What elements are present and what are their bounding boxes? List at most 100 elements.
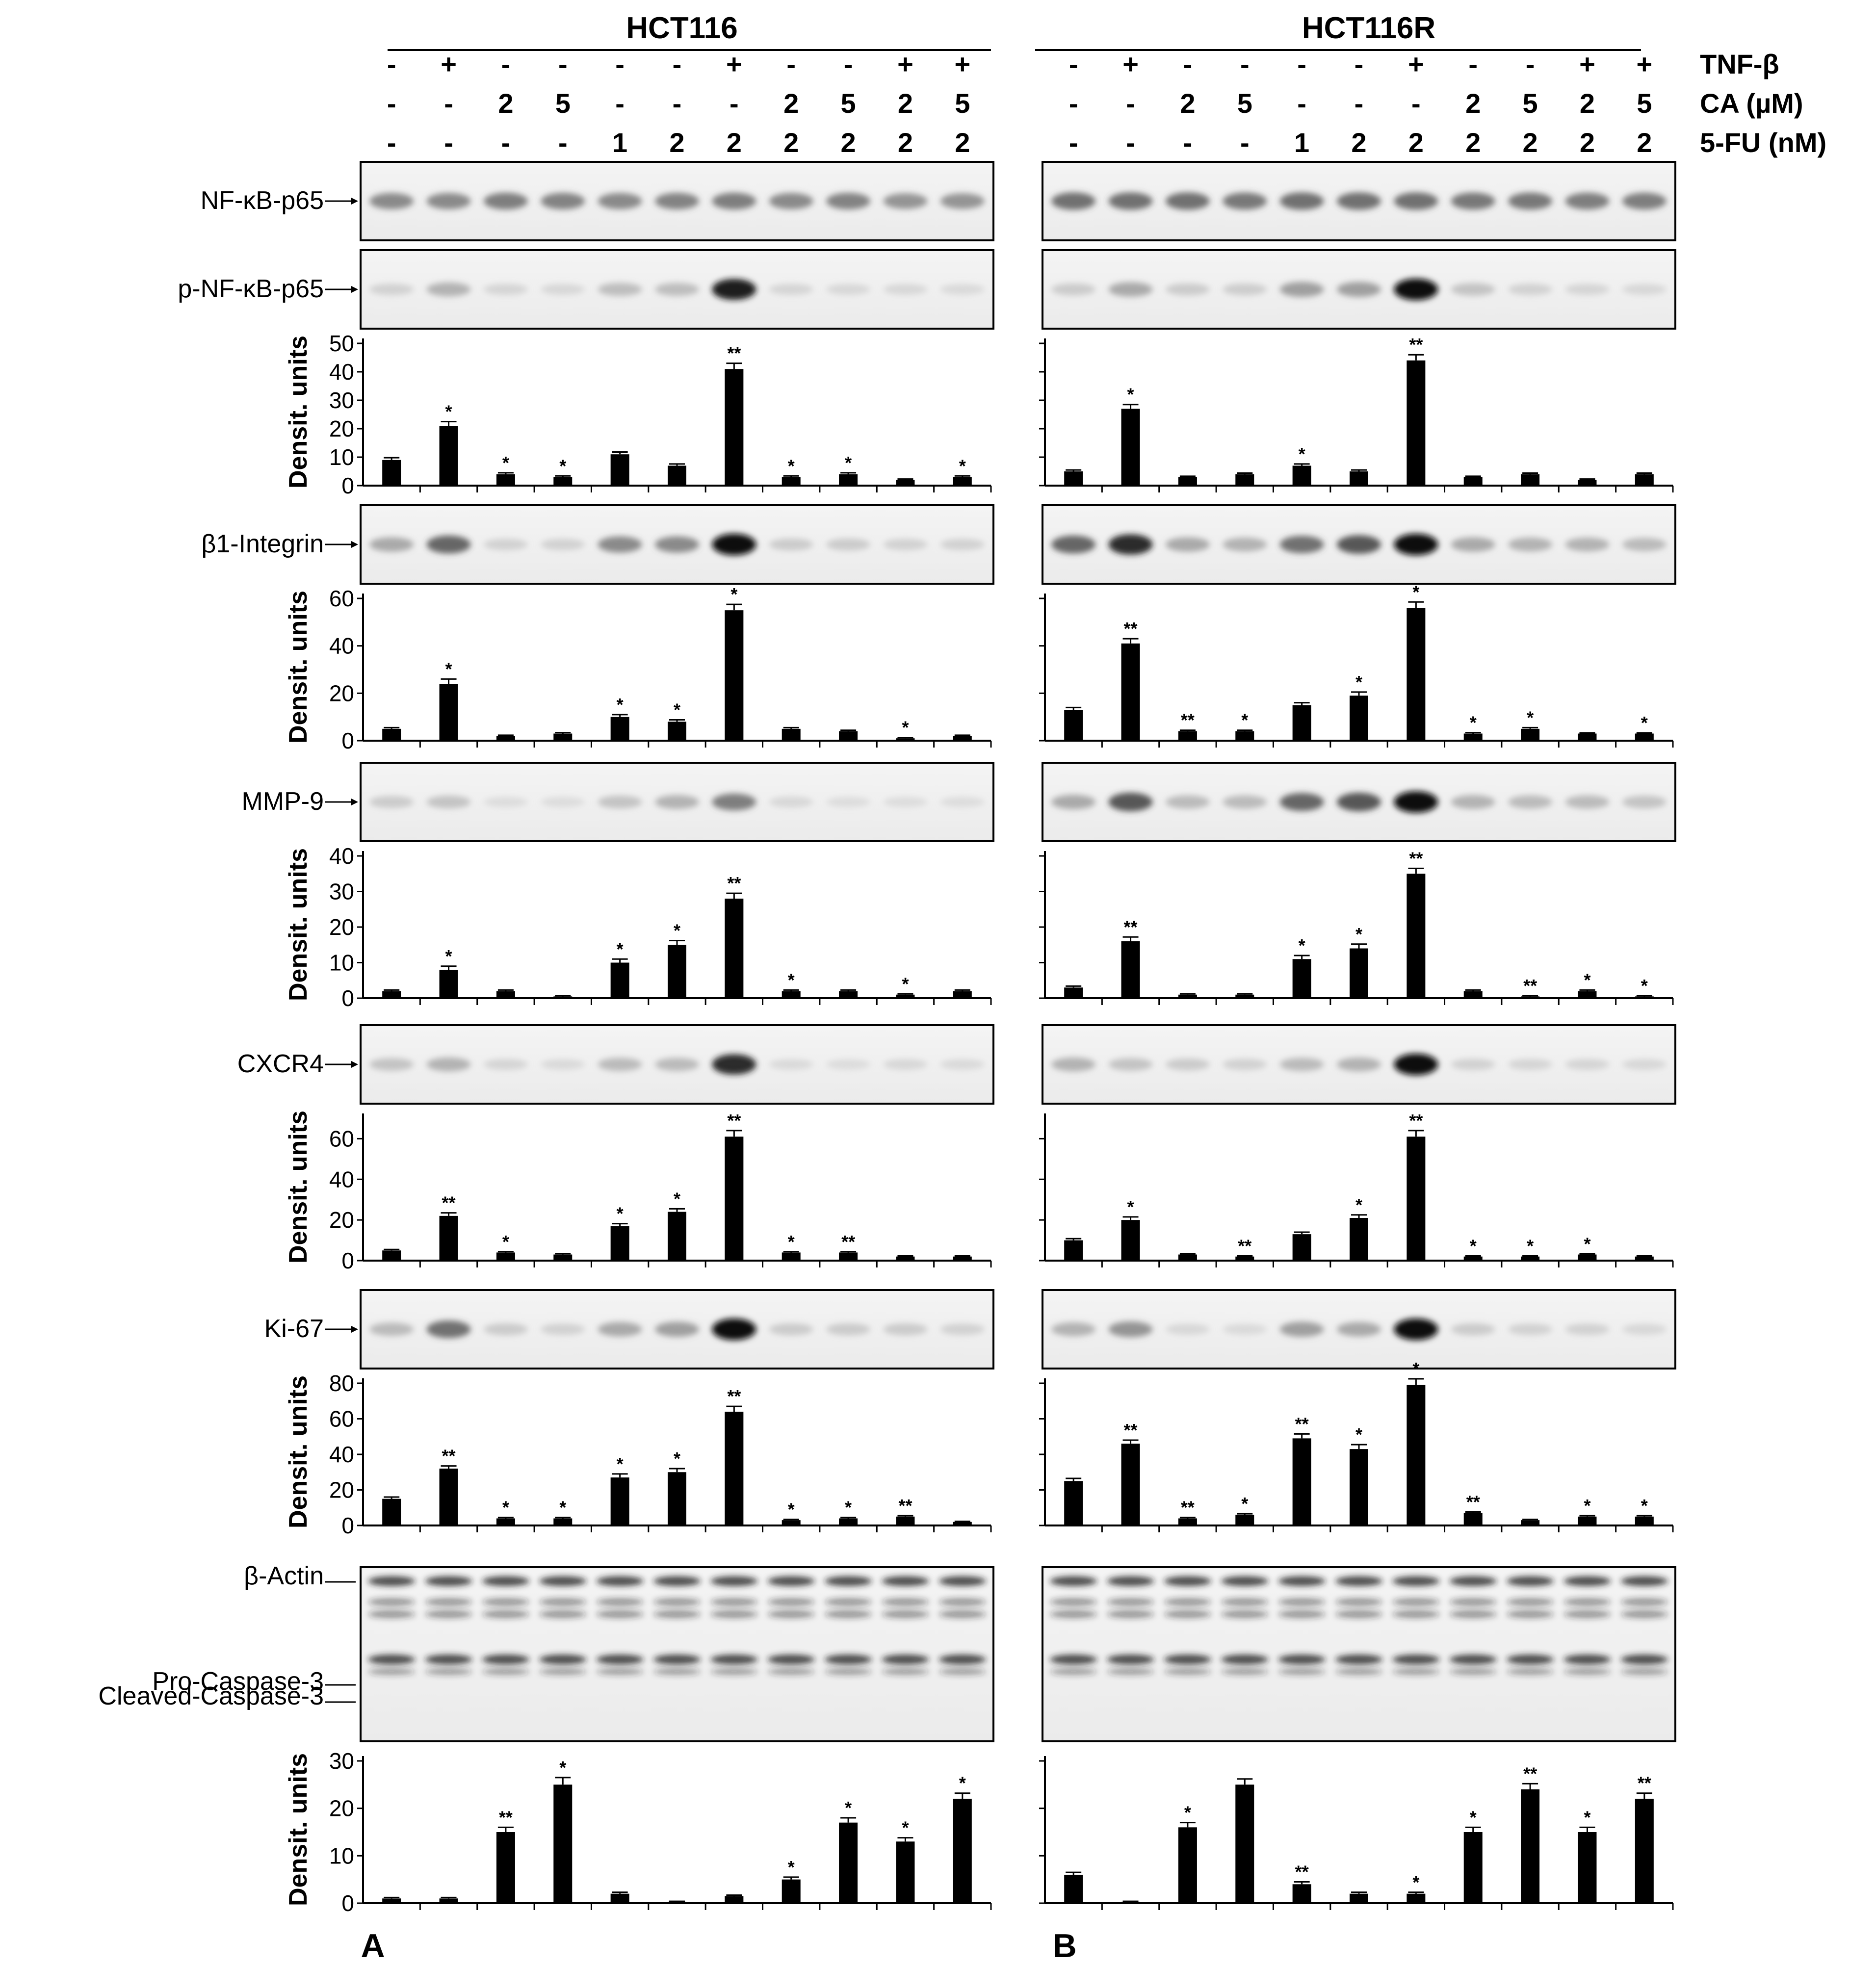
bar [1292,1884,1311,1903]
bar [1521,728,1540,741]
treatment-value: - [501,49,511,79]
treatment-value: 2 [1465,127,1481,158]
blot-band [1165,1323,1210,1335]
blot-band [1108,1321,1153,1337]
significance-mark: * [788,456,795,476]
treatment-value: 1 [612,127,627,158]
blot-band [1050,1654,1097,1665]
blot-band [541,1323,585,1335]
bar [1463,991,1483,998]
bar [782,477,801,486]
blot-band [1449,1598,1497,1606]
blot-band [767,1654,815,1665]
y-axis-label: Densit. units [284,336,313,489]
bar-chart-b-9: **** ******* * * [1039,1359,1674,1532]
bar [953,477,972,486]
bar [496,474,515,486]
bar [610,717,629,741]
blot-band [1223,795,1267,809]
bar [1407,608,1426,741]
blot-band [1392,1610,1440,1618]
blot-band [1223,537,1267,552]
significance-mark: * [845,1798,852,1818]
blot-band [541,284,585,295]
bar [1463,1513,1483,1525]
bar [1235,474,1254,486]
blot-band [541,797,585,807]
y-tick-label: 10 [329,1843,354,1868]
blot-band [425,1654,472,1665]
significance-mark: * [1584,1234,1590,1254]
blot-band [1335,1668,1382,1675]
blot-band [1507,1610,1554,1618]
bar [382,460,401,486]
bar [839,1518,858,1525]
treatment-value: - [1297,88,1306,119]
blot-band [1335,1610,1382,1618]
blot-band [1051,1057,1096,1072]
blot-band [483,1059,528,1070]
significance-mark: ** [1638,1773,1651,1793]
treatment-value: - [673,49,682,79]
blot-band [1394,1054,1438,1075]
significance-mark: * [788,1232,795,1252]
bar [839,1822,858,1903]
y-tick-label: 20 [329,914,354,940]
blot-band [655,283,699,296]
bar [1578,733,1597,741]
bar [439,970,458,998]
bar [782,1252,801,1261]
blot-band [1278,1668,1326,1675]
bar [382,1898,401,1903]
bar [1521,1789,1540,1903]
treatment-value: - [1069,49,1078,79]
blot-band [1507,1668,1554,1675]
bar [1578,1254,1597,1261]
bar [1635,474,1654,486]
treatment-value: 2 [1523,127,1538,158]
bar [1235,1515,1254,1525]
blot-band [1394,791,1438,813]
y-axis-label: Densit. units [284,591,313,744]
treatment-label-fu: 5-FU (nM) [1700,127,1826,158]
significance-mark: ** [727,1386,741,1406]
bar [439,1898,458,1903]
blot-band [710,1598,758,1606]
blot-band [938,1668,986,1675]
treatment-value: - [844,49,853,79]
blot-band [1051,192,1096,210]
blot-band [1279,793,1324,811]
significance-mark: * [959,1773,966,1793]
treatment-value: - [1069,127,1078,158]
blot-band [1622,796,1667,808]
bar-chart-b-1: **** [1039,335,1674,492]
blot-band [653,1668,701,1675]
blot-band [1050,1598,1097,1606]
significance-mark: * [1470,1236,1477,1256]
significance-mark: ** [727,1111,741,1131]
bar [1521,474,1540,486]
treatment-value: 2 [898,127,913,158]
blot-band [598,1322,642,1337]
blot-band [825,1654,872,1665]
treatment-value: 2 [1637,127,1652,158]
bar [1635,1516,1654,1525]
bar [1292,1234,1311,1261]
bar [782,1520,801,1525]
blot-band [1392,1576,1440,1586]
treatment-value: + [726,49,742,79]
treatment-value: 5 [1237,88,1252,119]
blot-band [1565,1323,1610,1335]
bar [1350,948,1368,998]
protein-label: CXCR4 [237,1050,324,1078]
blot-band [541,539,585,550]
bar [553,1254,573,1261]
blot-band [1108,534,1153,555]
blot-band [710,1654,758,1665]
blot-band [1449,1610,1497,1618]
treatment-value: - [1355,88,1364,119]
significance-mark: ** [499,1807,513,1827]
blot-3: MMP-9 [241,762,1676,842]
bar [1635,733,1654,741]
